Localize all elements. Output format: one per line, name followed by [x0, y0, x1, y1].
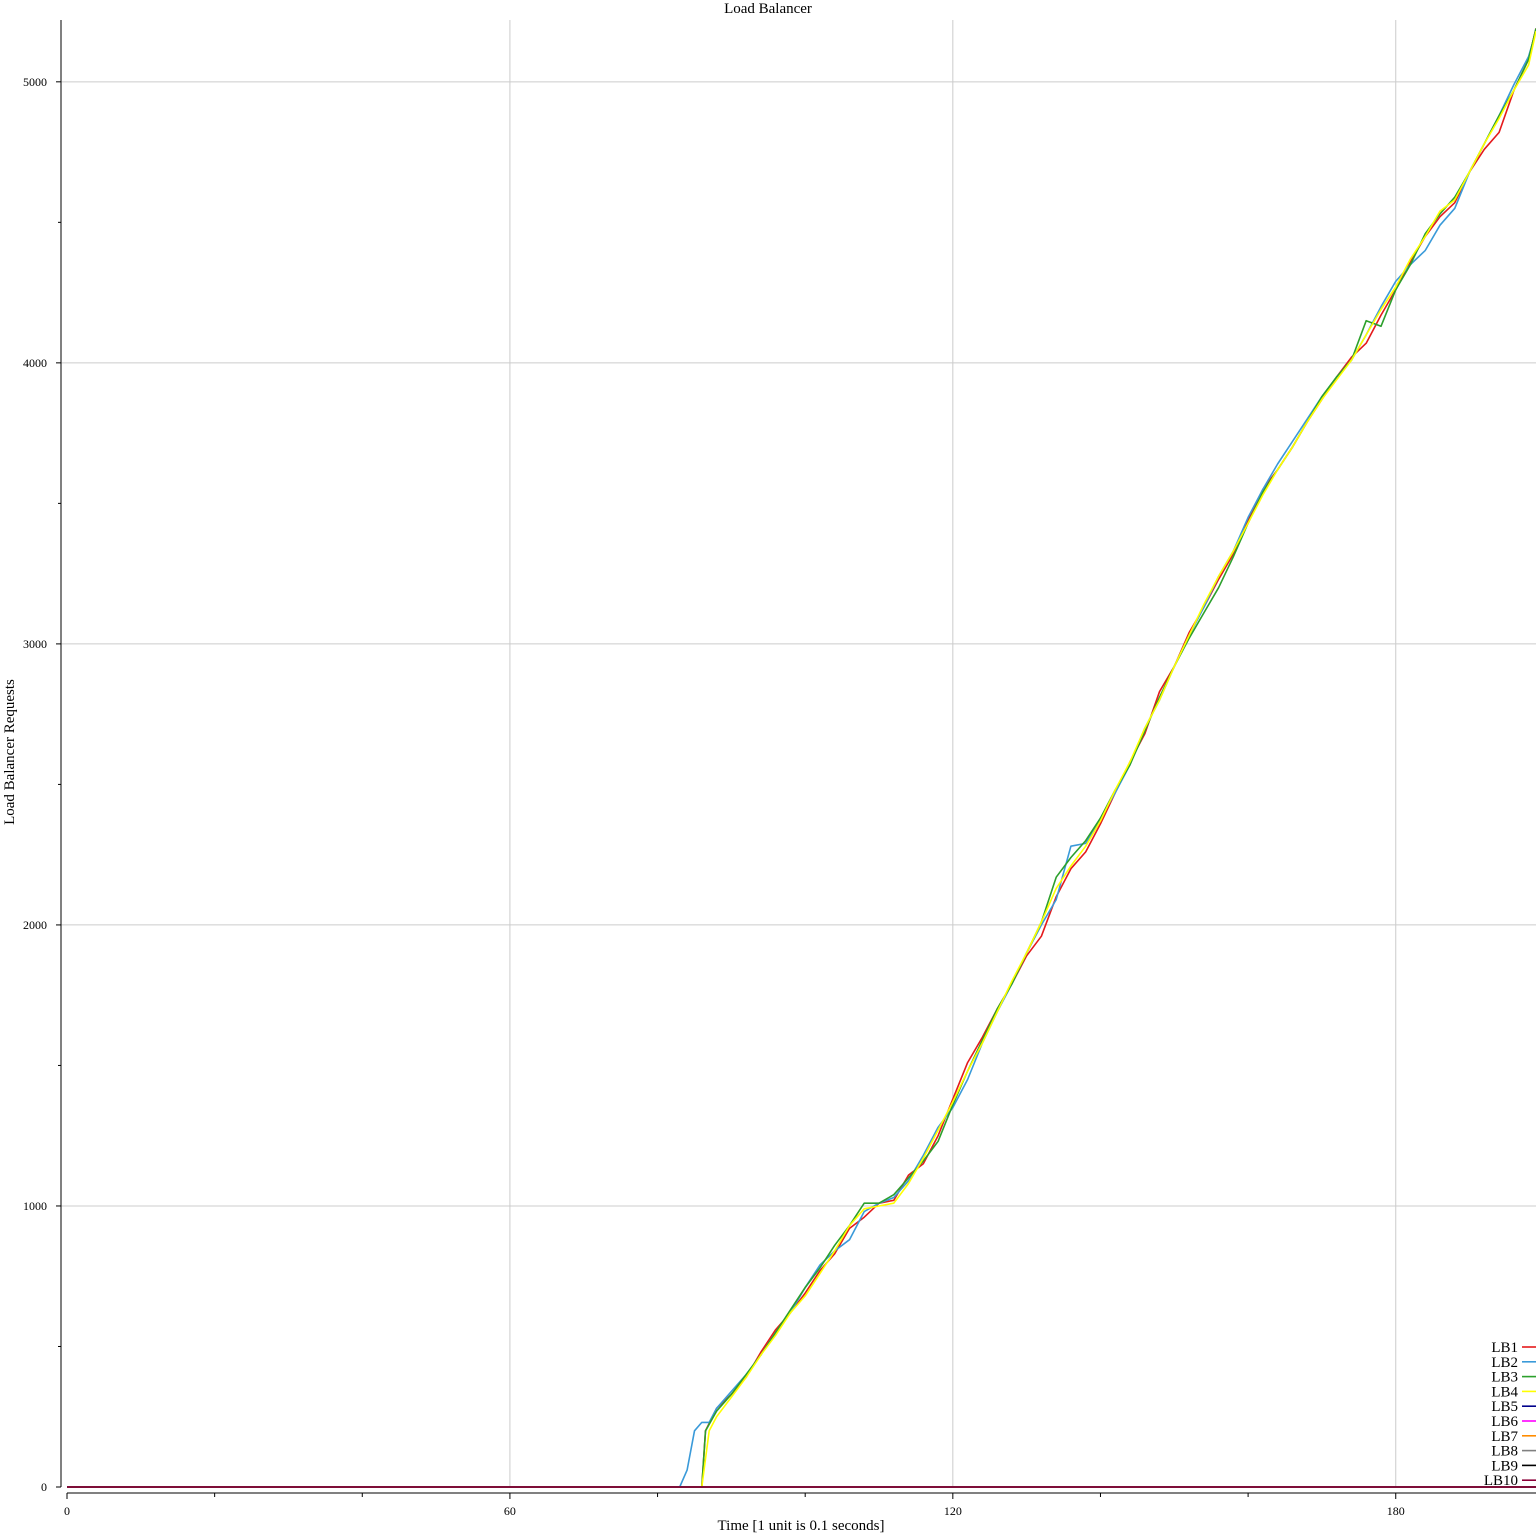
series-line-lb4 — [67, 31, 1536, 1488]
x-tick-label: 60 — [504, 1504, 516, 1518]
x-tick-label: 0 — [64, 1504, 70, 1518]
legend-label-lb3: LB3 — [1491, 1370, 1518, 1386]
legend-label-lb8: LB8 — [1491, 1444, 1518, 1460]
legend-label-lb5: LB5 — [1491, 1399, 1518, 1415]
y-tick-label: 4000 — [23, 356, 47, 370]
x-tick-label: 180 — [1387, 1504, 1405, 1518]
legend-label-lb9: LB9 — [1491, 1458, 1518, 1474]
y-axis-label: Load Balancer Requests — [2, 679, 18, 825]
legend-label-lb7: LB7 — [1491, 1429, 1518, 1445]
legend-label-lb10: LB10 — [1484, 1473, 1518, 1489]
series-line-lb3 — [67, 28, 1536, 1488]
axes: 0 1000 2000 3000 4000 5000 0 60 120 180 — [23, 20, 1536, 1518]
y-tick-label: 0 — [41, 1480, 47, 1494]
gridlines — [61, 20, 1536, 1487]
x-axis-label: Time [1 unit is 0.1 seconds] — [718, 1518, 885, 1534]
y-tick-label: 1000 — [23, 1199, 47, 1213]
series-line-lb2 — [67, 30, 1536, 1488]
y-tick-label: 3000 — [23, 637, 47, 651]
legend-label-lb1: LB1 — [1491, 1340, 1518, 1356]
x-tick-label: 120 — [944, 1504, 962, 1518]
legend-label-lb4: LB4 — [1491, 1384, 1518, 1400]
series-line-lb1 — [67, 28, 1536, 1488]
chart-title: Load Balancer — [724, 1, 812, 17]
y-tick-label: 5000 — [23, 75, 47, 89]
legend-label-lb6: LB6 — [1491, 1414, 1518, 1430]
y-tick-label: 2000 — [23, 918, 47, 932]
series-lines — [67, 28, 1536, 1488]
legend-label-lb2: LB2 — [1491, 1355, 1518, 1371]
